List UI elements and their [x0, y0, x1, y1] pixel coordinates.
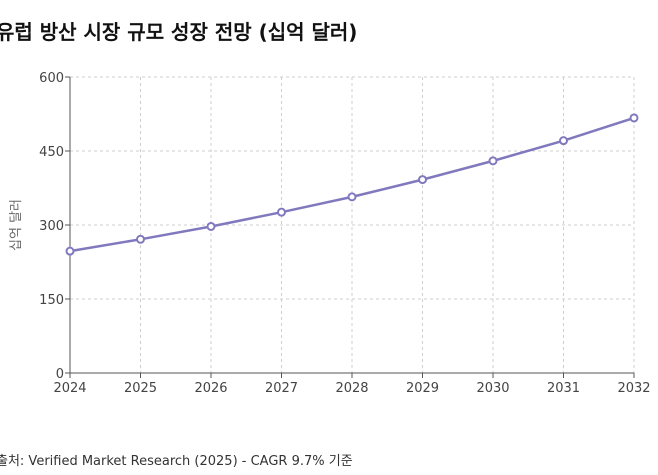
y-axis-title: 십억 달러: [9, 199, 24, 251]
y-tick-label-300: 300: [39, 219, 64, 234]
chart-title: 유럽 방산 시장 규모 성장 전망 (십억 달러): [0, 20, 358, 44]
x-tick-label-2029: 2029: [406, 381, 439, 396]
y-tick-label-150: 150: [39, 293, 64, 308]
tick-labels: 0 150 300 450 600 2024 2025 2026 2027 2028 2029 203…: [39, 71, 650, 396]
series-layer: [65, 113, 639, 256]
x-tick-label-2028: 2028: [335, 381, 368, 396]
axes: [65, 76, 635, 378]
data-point-2026: [206, 221, 216, 231]
data-point-2032: [629, 113, 639, 123]
data-point-2028: [347, 192, 357, 202]
data-point-2030: [488, 156, 498, 166]
y-tick-label-450: 450: [39, 145, 64, 160]
data-point-2029: [418, 175, 427, 185]
x-tick-label-2027: 2027: [265, 381, 298, 396]
data-point-2031: [559, 136, 568, 146]
grid-lines: [70, 76, 635, 373]
data-point-2025: [136, 234, 145, 244]
x-tick-label-2030: 2030: [476, 381, 509, 396]
source-note: 출처: Verified Market Research (2025) - CA…: [0, 454, 353, 469]
y-tick-label-600: 600: [39, 71, 64, 86]
y-tick-label-0: 0: [56, 367, 64, 382]
data-point-2024: [65, 246, 75, 256]
data-point-2027: [277, 207, 286, 217]
x-tick-label-2032: 2032: [617, 381, 650, 396]
line-chart: 0 150 300 450 600 2024 2025 2026 2027 2028 2029 203…: [9, 71, 651, 396]
x-tick-label-2026: 2026: [194, 381, 227, 396]
x-tick-label-2025: 2025: [124, 381, 157, 396]
x-tick-label-2031: 2031: [547, 381, 580, 396]
x-tick-label-2024: 2024: [53, 381, 86, 396]
